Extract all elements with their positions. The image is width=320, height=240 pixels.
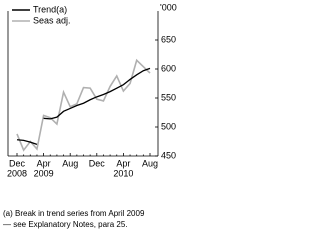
y-tick-label: 500 [161,121,176,131]
x-tick-label: Aug [62,158,78,168]
y-tick-label: 450 [161,150,176,160]
legend-label: Trend(a) [33,4,67,14]
series-line [16,58,151,152]
legend-label: Seas adj. [33,15,71,25]
x-year-label: 2010 [113,168,133,178]
x-tick-label: Dec [89,158,106,168]
y-tick-label: 600 [161,63,176,73]
x-tick-label: Aug [142,158,158,168]
chart: '000 (a) Break in trend series from Apri… [3,2,177,229]
series-line [16,67,151,146]
y-unit: '000 [160,2,177,12]
x-tick-label: Apr [37,158,51,168]
x-year-label: 2008 [7,168,27,178]
y-tick-label: 650 [161,34,176,44]
y-tick-label: 550 [161,92,176,102]
x-tick-label: Dec [9,158,26,168]
footnote: (a) Break in trend series from April 200… [3,209,145,218]
x-year-label: 2009 [34,168,54,178]
footnote: — see Explanatory Notes, para 25. [3,220,128,229]
x-tick-label: Apr [116,158,130,168]
